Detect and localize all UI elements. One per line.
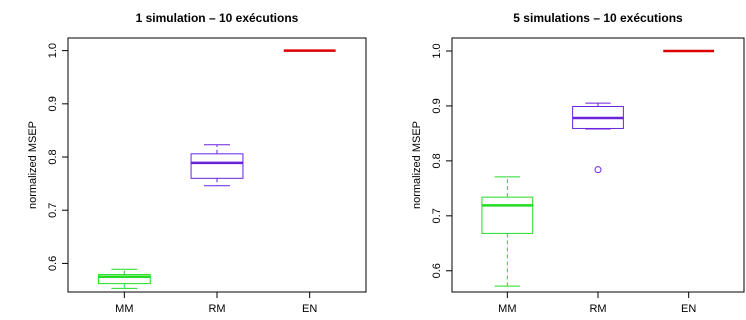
box-rm [190,144,244,187]
y-tick-label: 0.8 [431,153,443,168]
plot-frame [451,37,745,293]
y-tick-label: 0.8 [47,149,59,164]
chart-panel-1: 1 simulation – 10 exécutions 0.6 0.7 0.8 0.9… [27,11,367,315]
plot-frame [67,37,367,293]
outlier-point [594,166,602,174]
x-tick-label: RM [589,303,606,315]
box-mm [481,176,534,287]
y-tick-label: 0.7 [47,203,59,218]
y-axis-label: normalized MSEP [27,121,39,209]
x-tick-label: RM [208,303,225,315]
x-tick-label: EN [302,303,317,315]
box-rm [572,102,624,174]
y-tick-label: 1.0 [431,43,443,58]
chart-title: 5 simulations – 10 exécutions [513,11,683,25]
x-tick-label: MM [498,303,516,315]
box-iqr [97,274,151,285]
chart-title: 1 simulation – 10 exécutions [136,11,299,25]
chart-panel-2: 5 simulations – 10 exécutions 0.6 0.7 0.8 0.… [411,11,745,315]
y-tick-label: 0.9 [431,98,443,113]
box-mm [97,268,151,289]
y-tick-label: 1.0 [47,43,59,58]
y-tick-label: 0.7 [431,208,443,223]
y-tick-label: 0.9 [47,96,59,111]
y-tick-label: 0.6 [47,256,59,271]
box-iqr [481,196,534,234]
x-tick-label: MM [115,303,133,315]
y-axis-label: normalized MSEP [411,121,423,209]
y-tick-label: 0.6 [431,263,443,278]
x-tick-label: EN [681,303,696,315]
box-iqr [190,153,244,179]
